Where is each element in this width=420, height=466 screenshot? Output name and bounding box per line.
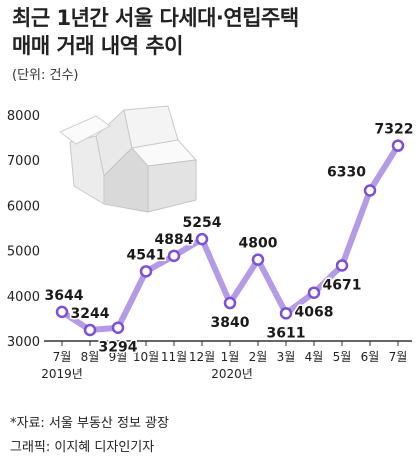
data-point bbox=[139, 265, 153, 278]
data-label: 3840 bbox=[211, 315, 250, 331]
x-tick-label: 2월 bbox=[249, 350, 268, 364]
y-tick-label: 8000 bbox=[7, 109, 40, 124]
chart-title-line2: 매매 거래 내역 추이 bbox=[12, 34, 183, 58]
year-label-2019: 2019년 bbox=[41, 367, 83, 381]
data-point bbox=[83, 323, 97, 337]
unit-label: (단위: 건수) bbox=[12, 68, 79, 83]
y-tick-label: 4000 bbox=[7, 290, 40, 305]
data-label: 4671 bbox=[323, 277, 362, 293]
x-tick-label: 8월 bbox=[81, 350, 100, 364]
data-label: 4884 bbox=[155, 232, 194, 248]
x-tick-label: 9월 bbox=[109, 350, 128, 364]
data-point bbox=[167, 249, 181, 263]
data-point bbox=[251, 253, 265, 266]
y-tick-label: 3000 bbox=[7, 335, 40, 350]
data-point bbox=[55, 305, 69, 319]
data-point bbox=[307, 286, 321, 299]
x-tick-label: 11월 bbox=[161, 350, 187, 364]
data-label: 5254 bbox=[183, 215, 222, 231]
data-point bbox=[363, 184, 377, 197]
data-label: 7322 bbox=[375, 122, 414, 138]
data-point bbox=[335, 259, 349, 272]
data-label: 3294 bbox=[99, 340, 138, 356]
data-label: 3611 bbox=[267, 325, 306, 341]
x-tick-label: 7월 bbox=[53, 350, 72, 364]
year-label-2020: 2020년 bbox=[211, 367, 253, 381]
y-tick-label: 6000 bbox=[7, 199, 40, 214]
data-label: 4541 bbox=[127, 247, 166, 263]
data-label: 6330 bbox=[327, 164, 366, 180]
y-tick-label: 5000 bbox=[7, 245, 40, 260]
house-icon bbox=[59, 105, 198, 213]
x-tick-label: 5월 bbox=[333, 350, 352, 364]
data-point bbox=[111, 321, 125, 334]
source-note: *자료: 서울 부동산 정보 광장 bbox=[10, 416, 169, 431]
x-tick-label: 6월 bbox=[361, 350, 380, 364]
x-tick-label: 3월 bbox=[277, 350, 296, 364]
x-tick-label: 10월 bbox=[133, 350, 159, 364]
data-label: 3244 bbox=[71, 306, 110, 322]
data-point bbox=[195, 232, 209, 246]
data-point bbox=[279, 307, 293, 320]
x-tick-label: 1월 bbox=[221, 350, 240, 364]
graphic-credit: 그래픽: 이지혜 디자인기자 bbox=[10, 440, 155, 455]
data-label: 3644 bbox=[45, 288, 84, 304]
x-tick-label: 12월 bbox=[189, 350, 215, 364]
y-tick-label: 7000 bbox=[7, 154, 40, 169]
chart-title-line1: 최근 1년간 서울 다세대·연립주택 bbox=[12, 6, 299, 30]
data-label: 4068 bbox=[295, 305, 334, 321]
chart-title: 최근 1년간 서울 다세대·연립주택 매매 거래 내역 추이 bbox=[12, 4, 299, 60]
x-tick-label: 4월 bbox=[305, 350, 324, 364]
data-label: 4800 bbox=[239, 236, 278, 252]
data-point bbox=[391, 139, 405, 152]
x-tick-label: 7월 bbox=[389, 350, 408, 364]
data-point bbox=[223, 296, 237, 310]
